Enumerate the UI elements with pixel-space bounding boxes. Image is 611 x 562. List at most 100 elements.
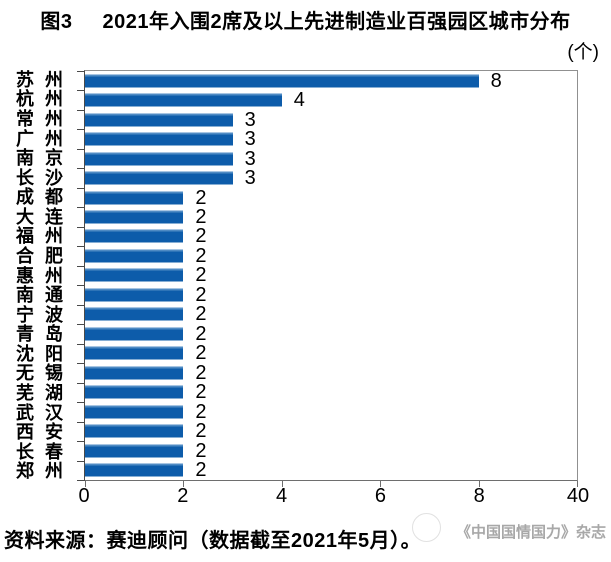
bar: [85, 268, 184, 282]
category-row: 青岛: [0, 325, 84, 345]
y-axis-tick: [77, 187, 85, 189]
category-row: 大连: [0, 207, 84, 227]
y-axis-tick: [77, 480, 85, 481]
source-note: 资料来源：赛迪顾问（数据截至2021年5月）。: [4, 530, 422, 552]
bar-row: 2: [85, 439, 577, 462]
figure-title: 图3 2021年入围2席及以上先进制造业百强园区城市分布: [0, 5, 611, 34]
category-row: 宁波: [0, 305, 84, 325]
x-axis-tick: [577, 481, 578, 487]
category-label: 无锡: [16, 363, 63, 384]
value-label: 2: [195, 420, 207, 443]
category-row: 长沙: [0, 168, 84, 188]
category-label: 郑州: [16, 461, 63, 482]
bar-row: 2: [85, 188, 577, 208]
value-label: 2: [195, 322, 207, 345]
x-axis-tick: [281, 481, 283, 487]
value-label: 3: [244, 108, 256, 131]
category-row: 福州: [0, 227, 84, 247]
value-label: 3: [244, 147, 256, 170]
value-label: 2: [195, 244, 207, 267]
category-row: 合肥: [0, 246, 84, 266]
category-label: 南通: [16, 285, 63, 306]
bar-row: 8: [85, 69, 577, 92]
category-label: 福州: [16, 226, 63, 247]
y-axis-tick: [77, 109, 85, 111]
category-label: 苏州: [16, 69, 63, 90]
bar-row: 2: [85, 303, 577, 326]
x-axis-tick: [85, 481, 86, 487]
x-axis-tick-label: 6: [374, 485, 386, 507]
category-row: 南京: [0, 148, 84, 168]
bar-row: 3: [85, 108, 577, 131]
category-row: 武汉: [0, 403, 84, 423]
y-axis-tick: [77, 343, 85, 345]
category-row: 芜湖: [0, 383, 84, 403]
value-label: 2: [195, 361, 207, 384]
figure-title-text: 2021年入围2席及以上先进制造业百强园区城市分布: [102, 11, 571, 33]
bar: [85, 327, 184, 341]
bar-row: 3: [85, 147, 577, 170]
bar: [85, 346, 184, 360]
category-label: 武汉: [16, 402, 63, 423]
category-row: 惠州: [0, 266, 84, 286]
bar-row: 2: [85, 459, 577, 482]
value-label: 2: [195, 400, 207, 423]
value-label: 2: [195, 342, 207, 365]
watermark: 《中国国情国力》杂志: [455, 524, 606, 541]
category-row: 无锡: [0, 364, 84, 384]
y-axis-tick: [77, 285, 85, 287]
category-row: 西安: [0, 422, 84, 442]
bar-row: 2: [85, 207, 577, 227]
category-label: 西安: [16, 422, 63, 443]
y-axis-tick: [77, 441, 85, 443]
bar: [85, 444, 184, 458]
category-row: 长春: [0, 442, 84, 462]
bar-row: 2: [85, 225, 577, 248]
bar: [85, 229, 184, 243]
bar-row: 2: [85, 420, 577, 443]
category-axis: 苏州 杭州 常州 广州 南京 长沙 成都 大连 福州 合肥 惠州 南通 宁波 青岛 沈阳 无锡 芜湖 武汉 西安 长春…: [0, 70, 84, 481]
y-axis-tick: [77, 90, 85, 92]
y-axis-tick: [77, 460, 85, 462]
y-axis-tick: [77, 421, 85, 423]
category-label: 长沙: [16, 167, 63, 188]
bar: [85, 191, 184, 205]
bar-row: 2: [85, 342, 577, 365]
bar: [85, 385, 184, 399]
value-label: 2: [195, 459, 207, 482]
bar-row: 2: [85, 244, 577, 267]
bar-row: 2: [85, 285, 577, 305]
x-axis-tick: [380, 481, 382, 487]
value-label: 2: [195, 303, 207, 326]
category-label: 惠州: [16, 265, 63, 286]
bar: [85, 113, 233, 127]
value-label: 4: [293, 89, 305, 112]
y-axis-tick: [77, 402, 85, 404]
value-label: 8: [490, 69, 502, 92]
value-label: 2: [195, 225, 207, 248]
figure-number: 图3: [40, 11, 73, 33]
category-row: 南通: [0, 285, 84, 305]
y-axis-tick: [77, 265, 85, 267]
category-row: 成都: [0, 187, 84, 207]
bar-row: 2: [85, 265, 577, 285]
bar-row: 3: [85, 129, 577, 149]
category-label: 大连: [16, 206, 63, 227]
category-row: 常州: [0, 109, 84, 129]
bar-row: 4: [85, 89, 577, 112]
category-row: 广州: [0, 129, 84, 149]
y-axis-tick: [77, 363, 85, 365]
category-label: 沈阳: [16, 343, 63, 364]
bar-row: 2: [85, 322, 577, 345]
x-axis-tick: [183, 481, 185, 487]
bar: [85, 93, 282, 107]
y-axis-tick: [77, 304, 85, 306]
y-axis-tick: [77, 226, 85, 228]
value-label: 2: [195, 439, 207, 462]
y-axis-tick: [77, 129, 85, 131]
category-label: 成都: [16, 187, 63, 208]
category-label: 常州: [16, 108, 63, 129]
bar: [85, 288, 184, 302]
x-axis-tick-label: 0: [78, 485, 90, 507]
value-label: 3: [244, 167, 256, 190]
